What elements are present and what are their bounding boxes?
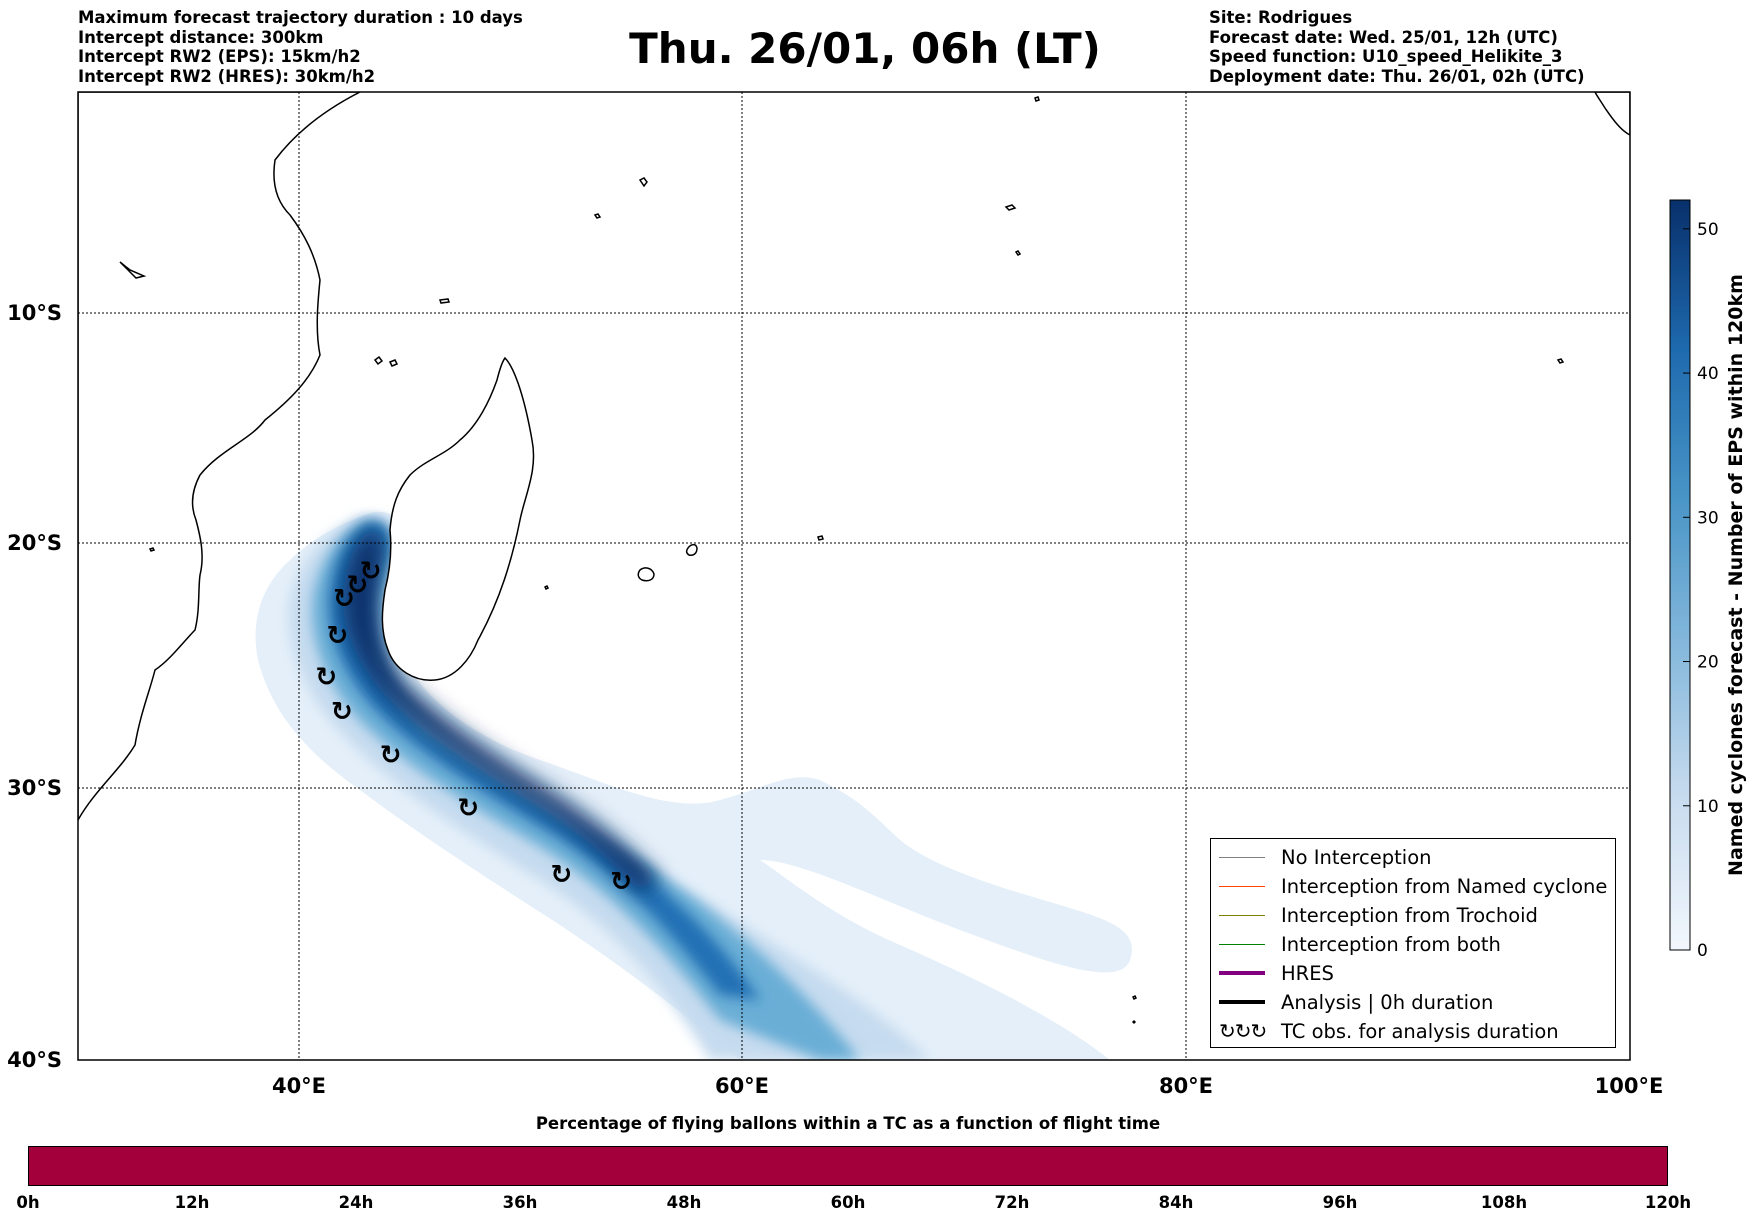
legend-item-both: Interception from both [1219,931,1501,957]
flight-time-bar [28,1146,1668,1186]
header-right-line: Speed function: U10_speed_Helikite_3 [1209,47,1563,66]
legend-item-hres: HRES [1219,960,1334,986]
flight-time-tick-label: 84h [1158,1193,1194,1212]
tc-obs-marker: ↻ [610,867,632,897]
legend-swatch [1219,971,1265,975]
flight-time-title: Percentage of flying ballons within a TC… [535,1114,1161,1133]
colorbar-tick-label: 30 [1697,508,1719,528]
tc-obs-marker: ↻ [327,621,349,651]
legend-item-tc-obs: ↻↻↻ TC obs. for analysis duration [1219,1018,1559,1044]
colorbar-label: Named cyclones forecast - Number of EPS … [1725,274,1747,876]
tc-obs-marker: ↻ [333,584,355,614]
header-left-line: Intercept distance: 300km [78,27,324,47]
eps-density-field [255,511,1132,1060]
lon-tick-60: 60°E [715,1074,769,1098]
tc-obs-marker: ↻ [331,697,353,727]
flight-time-tick-label: 96h [1322,1193,1358,1212]
tc-obs-markers: ↻↻↻↻↻↻↻↻↻ ↻ [315,557,632,898]
header-right-line: Forecast date: Wed. 25/01, 12h (UTC) [1209,27,1558,47]
legend-item-analysis: Analysis | 0h duration [1219,989,1493,1015]
legend-label: Analysis | 0h duration [1281,990,1494,1014]
lon-tick-40: 40°E [272,1074,326,1098]
legend-item-named-cyclone: Interception from Named cyclone [1219,873,1607,899]
legend-label: Interception from Named cyclone [1281,874,1608,898]
lon-tick-100: 100°E [1595,1074,1664,1098]
legend-label: Interception from Trochoid [1281,903,1538,927]
cyclone-icon: ↻↻↻ [1219,1019,1267,1043]
flight-time-tick-label: 108h [1480,1193,1528,1212]
colorbar-tick-label: 50 [1697,220,1719,240]
tc-obs-marker: ↻ [457,793,479,823]
tc-obs-marker: ↻ [550,860,572,890]
header-right-info: Site: Rodrigues Forecast date: Wed. 25/0… [1209,8,1585,86]
legend-label: Interception from both [1281,932,1501,956]
flight-time-tick-label: 72h [994,1193,1030,1212]
colorbar [1669,199,1691,951]
header-left-info: Maximum forecast trajectory duration : 1… [78,8,523,86]
colorbar-tick-label: 10 [1697,797,1719,817]
page-title: Thu. 26/01, 06h (LT) [629,24,1101,73]
legend-swatch [1219,943,1265,945]
legend-item-trochoid: Interception from Trochoid [1219,902,1538,928]
legend-swatch [1219,1000,1265,1004]
africa-coast [78,92,361,822]
flight-time-tick-label: 12h [174,1193,210,1212]
legend-swatch [1219,914,1265,916]
legend-swatch [1219,856,1265,858]
colorbar-tick-label: 40 [1697,364,1719,384]
colorbar-ticks: 0 10 20 30 40 50 [1683,220,1719,961]
header-right-line: Site: Rodrigues [1209,8,1353,27]
legend-label: TC obs. for analysis duration [1281,1019,1559,1043]
lat-tick-20: 20°S [7,531,62,555]
map-figure: ↻↻↻↻↻↻↻↻↻ ↻ 40°E 60°E 80°E 100°E 10°S 20°… [7,91,1747,1098]
reunion [637,567,655,582]
legend-label: No Interception [1281,845,1432,869]
flight-time-tick-label: 24h [338,1193,374,1212]
colorbar-tick-label: 0 [1697,941,1708,961]
flight-time-tick-label: 120h [1644,1193,1692,1212]
mauritius [685,543,698,556]
header-left-line: Intercept RW2 (EPS): 15km/h2 [78,47,361,66]
graticule [78,92,1630,1060]
lat-tick-10: 10°S [7,301,62,325]
legend-item-no-interception: No Interception [1219,844,1432,870]
lat-tick-30: 30°S [7,776,62,800]
flight-time-tick-label: 0h [16,1193,40,1212]
header-right-line: Deployment date: Thu. 26/01, 02h (UTC) [1209,66,1585,86]
lat-tick-40: 40°S [7,1048,62,1072]
lon-tick-80: 80°E [1159,1074,1213,1098]
tc-obs-marker: ↻ [315,662,337,692]
tc-obs-marker: ↻ [380,741,402,771]
legend-swatch [1219,885,1265,887]
tc-obs-marker: ↻ [346,570,368,600]
flight-time-tick-label: 48h [666,1193,702,1212]
flight-time-tick-label: 36h [502,1193,538,1212]
header-left-line: Intercept RW2 (HRES): 30km/h2 [78,66,376,86]
map-frame [77,91,1631,1061]
flight-time-tick-label: 60h [830,1193,866,1212]
colorbar-tick-label: 20 [1697,653,1719,673]
header-left-line: Maximum forecast trajectory duration : 1… [78,8,523,27]
sumatra-corner [1594,92,1630,136]
legend: No Interception Interception from Named … [1210,838,1616,1048]
coastlines [78,92,1630,1025]
tc-obs-marker: ↻ [360,557,382,587]
legend-label: HRES [1281,961,1334,985]
madagascar [381,356,535,681]
